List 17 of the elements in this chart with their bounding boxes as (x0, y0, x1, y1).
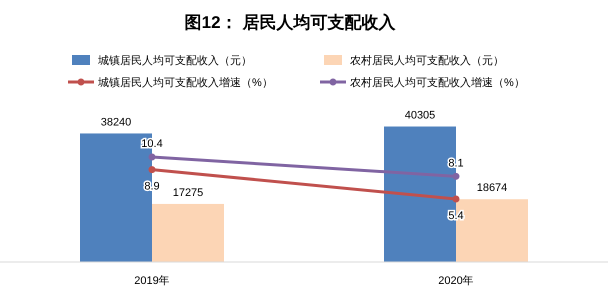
legend-label: 农村居民人均可支配收入增速（%） (350, 76, 525, 89)
legend-label: 城镇居民人均可支配收入（元） (97, 54, 252, 67)
legend-label: 农村居民人均可支配收入（元） (350, 54, 504, 67)
point (452, 196, 460, 202)
data-label: 17275 (172, 186, 204, 199)
data-label: 18674 (476, 182, 508, 194)
legend-label: 城镇居民人均可支配收入增速（%） (97, 76, 273, 89)
x-tick-label: 2020年 (438, 275, 474, 287)
data-label: 38240 (100, 116, 132, 128)
data-label: 40305 (404, 110, 436, 122)
bar (152, 204, 224, 262)
chart-title: 图12： 居民人均可支配收入 (184, 13, 396, 32)
point (148, 154, 156, 160)
point (148, 166, 156, 174)
data-label: 8.1 (448, 157, 464, 170)
point (452, 172, 460, 180)
x-tick-label: 2019年 (134, 275, 170, 287)
